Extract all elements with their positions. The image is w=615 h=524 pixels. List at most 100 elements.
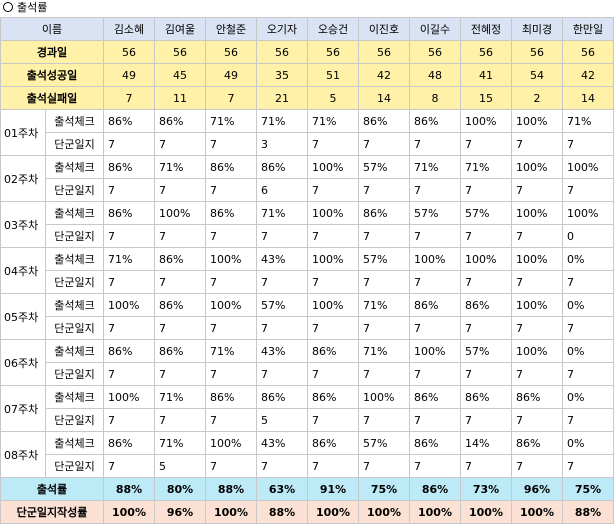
- check-cell: 71%: [358, 293, 410, 317]
- check-cell: 86%: [409, 293, 461, 317]
- check-cell: 100%: [409, 247, 461, 271]
- diary-label: 단군일지: [45, 224, 104, 248]
- week-check-row: 06주차 출석체크 86% 86% 71% 43% 86% 71% 100% 57% 100% 0%: [0, 339, 614, 386]
- week-check-row: 02주차 출석체크 86% 71% 86% 86% 100% 57% 71% 71% 100% 100…: [0, 155, 614, 202]
- diary-cell: 7: [562, 408, 614, 432]
- week-label: 06주차: [0, 339, 46, 386]
- diary-cell: 7: [256, 224, 308, 248]
- check-cell: 86%: [409, 109, 461, 133]
- summary-cell: 56: [409, 40, 461, 64]
- diary-rate-cell: 88%: [562, 500, 614, 524]
- check-cell: 100%: [511, 339, 563, 363]
- check-label: 출석체크: [45, 431, 104, 455]
- diary-cell: 7: [307, 454, 359, 478]
- diary-cell: 7: [256, 362, 308, 386]
- diary-cell: 7: [562, 316, 614, 340]
- summary-cell: 48: [409, 63, 461, 87]
- diary-cell: 7: [307, 362, 359, 386]
- diary-rate-cell: 100%: [511, 500, 563, 524]
- check-cell: 57%: [256, 293, 308, 317]
- diary-cell: 7: [562, 454, 614, 478]
- check-cell: 57%: [358, 431, 410, 455]
- summary-cell: 56: [511, 40, 563, 64]
- check-cell: 86%: [154, 339, 206, 363]
- diary-cell: 5: [154, 454, 206, 478]
- check-cell: 100%: [460, 247, 512, 271]
- section-title: 출석률: [0, 0, 615, 16]
- check-cell: 57%: [358, 247, 410, 271]
- summary-row: 출석실패일 7 11 7 21 5 14 8 15 2 14: [0, 86, 614, 110]
- week-diary-row: 단군일지 7 7 7 7 7 7 7 7 7 7: [1, 270, 614, 294]
- check-cell: 71%: [256, 109, 308, 133]
- check-cell: 43%: [256, 431, 308, 455]
- diary-cell: 7: [460, 270, 512, 294]
- diary-cell: 7: [460, 316, 512, 340]
- check-cell: 100%: [562, 201, 614, 225]
- check-cell: 71%: [562, 109, 614, 133]
- diary-rate-cell: 100%: [460, 500, 512, 524]
- diary-cell: 7: [154, 362, 206, 386]
- check-cell: 86%: [103, 431, 155, 455]
- week-diary-row: 단군일지 7 7 7 3 7 7 7 7 7 7: [1, 132, 614, 156]
- week-diary-row: 단군일지 7 7 7 5 7 7 7 7 7 7: [1, 408, 614, 432]
- summary-cell: 45: [154, 63, 206, 87]
- header-name-cell: 이길수: [409, 17, 461, 41]
- check-cell: 86%: [358, 201, 410, 225]
- diary-cell: 7: [358, 362, 410, 386]
- diary-cell: 7: [205, 454, 257, 478]
- diary-cell: 7: [205, 362, 257, 386]
- diary-cell: 7: [307, 270, 359, 294]
- diary-cell: 7: [358, 454, 410, 478]
- check-cell: 86%: [154, 109, 206, 133]
- summary-cell: 56: [256, 40, 308, 64]
- check-cell: 0%: [562, 293, 614, 317]
- summary-row: 경과일 56 56 56 56 56 56 56 56 56 56: [0, 40, 614, 64]
- diary-cell: 7: [205, 270, 257, 294]
- check-cell: 43%: [256, 247, 308, 271]
- summary-cell: 56: [103, 40, 155, 64]
- check-label: 출석체크: [45, 201, 104, 225]
- attendance-rate-label: 출석률: [0, 477, 104, 501]
- summary-cell: 56: [460, 40, 512, 64]
- diary-cell: 7: [358, 132, 410, 156]
- check-cell: 100%: [511, 293, 563, 317]
- summary-cell: 7: [205, 86, 257, 110]
- check-cell: 100%: [511, 109, 563, 133]
- diary-label: 단군일지: [45, 178, 104, 202]
- check-cell: 100%: [460, 109, 512, 133]
- diary-cell: 7: [205, 178, 257, 202]
- check-cell: 71%: [205, 109, 257, 133]
- summary-row-label: 출석성공일: [0, 63, 104, 87]
- diary-cell: 7: [358, 178, 410, 202]
- check-cell: 100%: [562, 155, 614, 179]
- summary-cell: 56: [358, 40, 410, 64]
- diary-label: 단군일지: [45, 408, 104, 432]
- check-cell: 86%: [103, 109, 155, 133]
- check-cell: 14%: [460, 431, 512, 455]
- diary-label: 단군일지: [45, 270, 104, 294]
- summary-cell: 56: [307, 40, 359, 64]
- check-cell: 86%: [154, 247, 206, 271]
- summary-cell: 56: [205, 40, 257, 64]
- diary-label: 단군일지: [45, 362, 104, 386]
- diary-cell: 7: [103, 132, 155, 156]
- summary-cell: 14: [358, 86, 410, 110]
- header-name-cell: 이진호: [358, 17, 410, 41]
- week-label: 01주차: [0, 109, 46, 156]
- diary-cell: 6: [256, 178, 308, 202]
- week-label: 03주차: [0, 201, 46, 248]
- diary-cell: 7: [307, 178, 359, 202]
- check-label: 출석체크: [45, 293, 104, 317]
- check-cell: 86%: [256, 385, 308, 409]
- diary-cell: 7: [511, 178, 563, 202]
- week-check-row: 05주차 출석체크 100% 86% 100% 57% 100% 71% 86% 86% 100% 0…: [0, 293, 614, 340]
- diary-cell: 7: [307, 316, 359, 340]
- diary-cell: 7: [205, 132, 257, 156]
- summary-cell: 56: [562, 40, 614, 64]
- check-cell: 100%: [511, 155, 563, 179]
- summary-cell: 49: [205, 63, 257, 87]
- diary-cell: 7: [307, 408, 359, 432]
- check-label: 출석체크: [45, 109, 104, 133]
- check-cell: 86%: [409, 385, 461, 409]
- header-name-cell: 한만일: [562, 17, 614, 41]
